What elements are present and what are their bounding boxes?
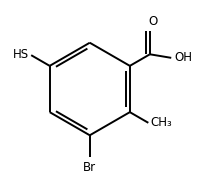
Text: O: O (148, 15, 157, 28)
Text: Br: Br (83, 161, 96, 174)
Text: CH₃: CH₃ (150, 116, 172, 129)
Text: OH: OH (174, 51, 192, 64)
Text: HS: HS (13, 48, 29, 61)
